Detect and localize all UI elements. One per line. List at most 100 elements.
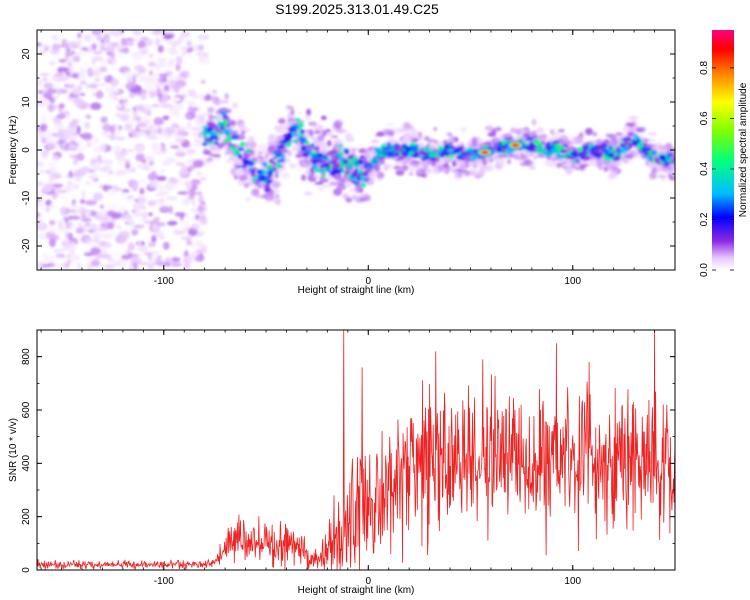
spectrogram-cell xyxy=(366,165,375,169)
spectrogram-cell xyxy=(430,156,437,162)
spectrogram-cell xyxy=(157,58,167,63)
spectrogram-cell xyxy=(297,122,305,128)
spectrogram-cell xyxy=(376,131,386,137)
spectrogram-cell xyxy=(123,46,130,55)
spectrogram-cell xyxy=(133,224,145,229)
spectrogram-cell xyxy=(151,149,164,155)
spectrogram-cell xyxy=(51,157,59,161)
spectrogram-cell xyxy=(280,172,290,179)
spectrogram-cell xyxy=(251,167,257,170)
spectrogram-cell xyxy=(131,253,139,258)
spectrogram-cell xyxy=(91,69,102,77)
spectrogram-cell xyxy=(95,90,104,99)
spectrogram-cell xyxy=(657,160,661,164)
spectrogram-cell xyxy=(160,103,172,108)
spectrogram-cell xyxy=(137,195,147,205)
spectrogram-cell xyxy=(37,56,46,63)
spectrogram-cell xyxy=(132,180,139,190)
spectrogram-cell xyxy=(621,148,627,154)
spectrogram-cell xyxy=(40,98,50,107)
spectrogram-cell xyxy=(200,30,207,36)
spectrogram-cell xyxy=(174,76,185,81)
spectrogram-cell xyxy=(85,181,92,185)
spectrogram-cell xyxy=(123,151,128,156)
spectrogram-cell xyxy=(164,127,176,135)
spectrogram-cell xyxy=(398,152,402,156)
spectrogram-cell xyxy=(130,51,143,60)
spectrogram-cell xyxy=(641,146,649,153)
spectrogram-cell xyxy=(288,162,297,169)
spectrogram-cell xyxy=(471,141,478,147)
spectrogram-cell xyxy=(137,68,147,74)
spectrogram-cell xyxy=(589,149,595,155)
spectrogram-cell xyxy=(597,144,604,151)
spectrogram-peak xyxy=(511,143,520,148)
spectrogram-cell xyxy=(124,42,135,46)
spectrogram-cell xyxy=(198,104,204,111)
spectrogram-cell xyxy=(161,94,169,104)
spectrogram-cell xyxy=(314,124,324,133)
spectrogram-cell xyxy=(171,257,181,262)
spectrogram-cell xyxy=(144,252,154,256)
spectrogram-cell xyxy=(557,129,565,133)
colorbar-tick-label: 0.8 xyxy=(699,61,710,75)
spectrogram-cell xyxy=(376,171,385,179)
spectrogram-cell xyxy=(109,125,116,133)
spectrogram-cell xyxy=(53,263,66,268)
spectrogram-cell xyxy=(45,142,57,151)
spectrogram-cell xyxy=(595,149,600,154)
spectrogram-cell xyxy=(55,228,65,236)
spectrogram-cell xyxy=(233,136,238,140)
spectrogram-cell xyxy=(211,125,220,131)
spectrogram-cell xyxy=(147,200,156,207)
spectrogram-cell xyxy=(574,163,580,168)
spectrogram-cell xyxy=(166,76,174,81)
spectrogram-cell xyxy=(657,174,667,179)
spectrogram-cell xyxy=(206,136,211,139)
spectrogram-cell xyxy=(139,36,149,41)
spectrogram-cell xyxy=(224,150,234,156)
spectrogram-cell xyxy=(626,122,637,127)
spectrogram-cell xyxy=(411,146,419,153)
spectrogram-cell xyxy=(104,42,111,47)
spectrogram-cell xyxy=(242,160,249,165)
spectrogram-cell xyxy=(301,174,307,181)
spectrogram-cell xyxy=(213,116,217,119)
spectrogram-cell xyxy=(410,160,420,164)
spectrogram-cell xyxy=(65,132,78,141)
spectrogram-cell xyxy=(121,212,126,221)
spectrogram-cell xyxy=(174,212,186,217)
spectrogram-cell xyxy=(327,157,331,162)
spectrogram-cell xyxy=(397,128,408,133)
spectrogram-cell xyxy=(77,47,84,52)
spectrogram-cell xyxy=(570,160,577,163)
spectrogram-cell xyxy=(299,136,306,142)
spectrogram-cell xyxy=(53,123,64,127)
spectrogram-cell xyxy=(58,76,69,82)
spectrogram-cell xyxy=(645,152,650,155)
spectrogram-ytick-label: -20 xyxy=(21,238,32,253)
spectrogram-cell xyxy=(105,86,116,94)
spectrogram-cell xyxy=(654,156,658,163)
spectrogram-cell xyxy=(137,40,146,49)
spectrogram-cell xyxy=(91,92,97,97)
spectrogram-cell xyxy=(536,127,545,133)
spectrogram-cell xyxy=(45,206,51,213)
spectrogram-cell xyxy=(314,130,321,135)
spectrogram-cell xyxy=(133,262,138,270)
spectrogram-cell xyxy=(245,197,251,202)
spectrogram-cell xyxy=(290,131,298,137)
spectrogram-cell xyxy=(131,229,139,236)
spectrogram-cell xyxy=(505,148,514,155)
spectrogram-cell xyxy=(148,53,154,58)
spectrogram-cell xyxy=(94,42,105,47)
spectrogram-cell xyxy=(187,89,197,97)
spectrogram-cell xyxy=(359,197,367,202)
spectrogram-cell xyxy=(381,165,391,169)
spectrogram-cell xyxy=(205,138,214,143)
spectrogram-cell xyxy=(537,141,543,148)
spectrogram-cell xyxy=(39,123,48,132)
spectrogram-cell xyxy=(186,40,192,47)
spectrogram-cell xyxy=(181,236,193,241)
spectrogram-cell xyxy=(119,108,131,112)
